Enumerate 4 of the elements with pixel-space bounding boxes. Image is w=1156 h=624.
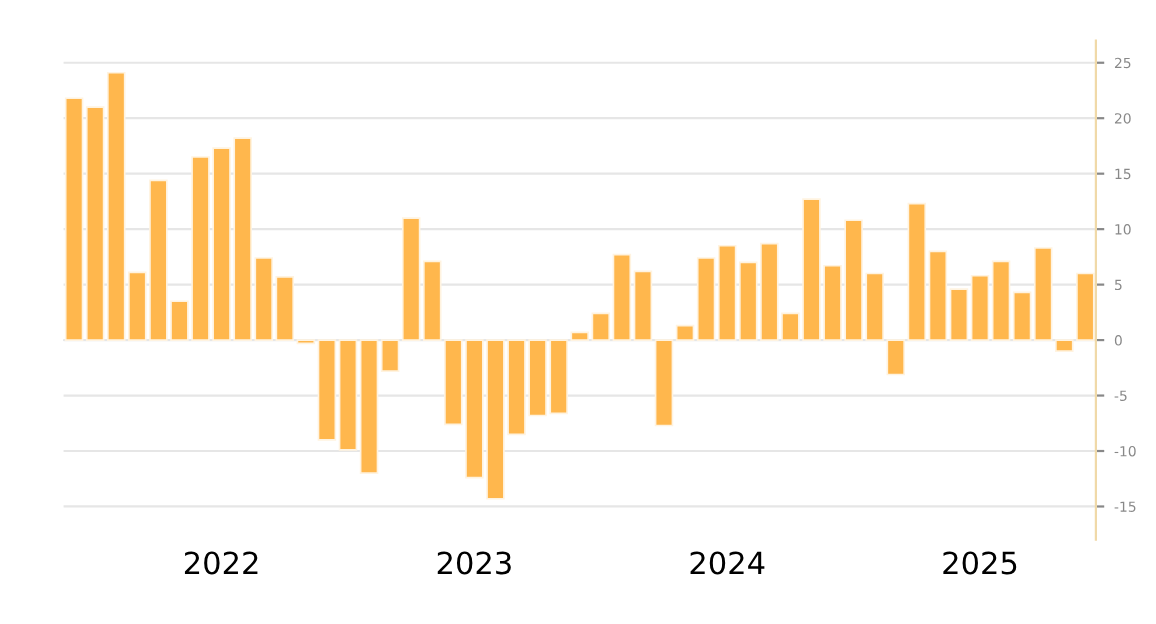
x-tick-label: 2024 [690, 551, 765, 575]
x-tick-label: 2023 [437, 551, 511, 575]
x-tick-label: 2022 [184, 551, 258, 575]
x-tick-label: 2025 [943, 551, 1017, 575]
